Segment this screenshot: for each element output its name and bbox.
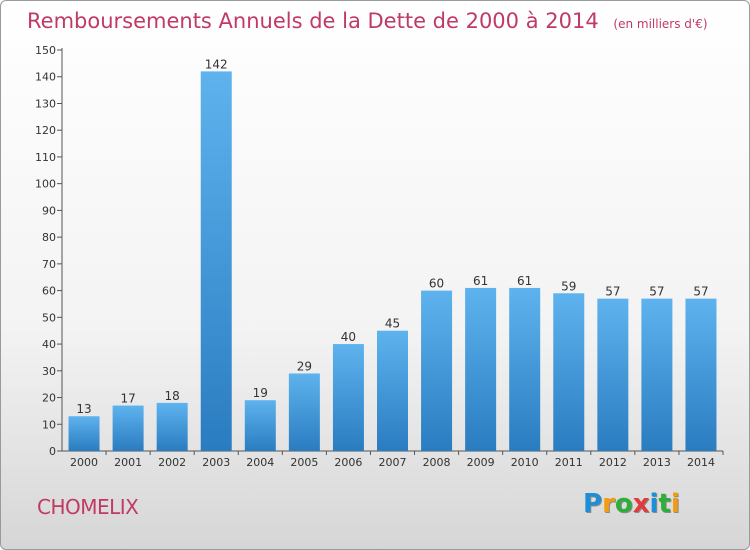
bar-2011 [553, 293, 585, 451]
x-tick-label-2003: 2003 [202, 456, 230, 469]
y-tick-label: 110 [35, 151, 56, 164]
x-tick-label-2006: 2006 [334, 456, 362, 469]
logo-letter: t [658, 489, 671, 519]
y-tick-label: 10 [42, 418, 56, 431]
data-label-2010: 61 [517, 274, 532, 288]
bar-2003 [200, 71, 232, 452]
axes: 0 10 20 30 40 50 60 70 80 90 100 110 120 130 140 150 200… [35, 44, 724, 469]
data-label-2004: 19 [253, 386, 268, 400]
chart-title-text: Remboursements Annuels de la Dette de 20… [27, 9, 599, 33]
y-tick-label: 20 [42, 392, 56, 405]
data-label-2011: 59 [561, 279, 576, 293]
bar-2002 [156, 402, 188, 451]
logo-letter: x [632, 489, 650, 519]
bar-2008 [421, 290, 453, 451]
x-tick-label-2004: 2004 [246, 456, 274, 469]
logo-letter: i [649, 489, 659, 519]
y-tick-label: 120 [35, 124, 56, 137]
chart-title: Remboursements Annuels de la Dette de 20… [27, 9, 708, 33]
bar-2013 [641, 298, 673, 451]
bar-2009 [465, 287, 497, 451]
y-tick-label: 90 [42, 204, 56, 217]
y-tick-label: 0 [49, 445, 56, 458]
y-tick-label: 30 [42, 365, 56, 378]
y-tick-label: 100 [35, 178, 56, 191]
x-tick-label-2001: 2001 [114, 456, 142, 469]
y-tick-label: 40 [42, 338, 56, 351]
bar-2014 [685, 298, 717, 451]
x-tick-label-2007: 2007 [379, 456, 407, 469]
x-tick-label-2010: 2010 [511, 456, 539, 469]
x-tick-label-2002: 2002 [158, 456, 186, 469]
x-tick-label-2012: 2012 [599, 456, 627, 469]
x-tick-label-2013: 2013 [643, 456, 671, 469]
bar-2006 [332, 344, 364, 451]
y-tick-label: 50 [42, 311, 56, 324]
data-label-2009: 61 [473, 274, 488, 288]
y-tick-label: 140 [35, 71, 56, 84]
bars [68, 71, 717, 452]
y-tick-label: 130 [35, 97, 56, 110]
bar-2001 [112, 405, 144, 451]
bar-2010 [509, 287, 541, 451]
x-tick-label-2014: 2014 [687, 456, 715, 469]
bar-2012 [597, 298, 629, 451]
logo-letter: i [670, 489, 680, 519]
bar-2007 [377, 330, 408, 451]
bar-2000 [68, 416, 100, 451]
logo-letter: r [602, 489, 615, 519]
bar-2004 [244, 400, 276, 451]
x-tick-label-2011: 2011 [555, 456, 583, 469]
chart-subtitle: (en milliers d'€) [613, 17, 708, 31]
bar-2005 [288, 373, 320, 451]
data-label-2007: 45 [385, 317, 400, 331]
data-label-2005: 29 [297, 359, 312, 373]
data-labels: 13 17 18 142 19 29 40 45 60 61 61 59 57 57 57 [76, 57, 708, 416]
commune-name: CHOMELIX [37, 495, 139, 519]
data-label-2000: 13 [76, 402, 91, 416]
x-tick-label-2009: 2009 [467, 456, 495, 469]
data-label-2003: 142 [205, 57, 228, 71]
data-label-2002: 18 [165, 389, 180, 403]
x-tick-label-2000: 2000 [70, 456, 98, 469]
data-label-2013: 57 [649, 285, 664, 299]
y-tick-label: 70 [42, 258, 56, 271]
y-tick-label: 150 [35, 44, 56, 57]
x-tick-label-2008: 2008 [423, 456, 451, 469]
logo-letter: o [614, 489, 633, 519]
data-label-2001: 17 [120, 392, 135, 406]
logo-letter: P [583, 489, 603, 519]
data-label-2008: 60 [429, 277, 444, 291]
data-label-2012: 57 [605, 285, 620, 299]
y-tick-label: 80 [42, 231, 56, 244]
x-tick-label-2005: 2005 [290, 456, 318, 469]
y-tick-label: 60 [42, 285, 56, 298]
data-label-2006: 40 [341, 330, 356, 344]
proxiti-logo: Proxiti [583, 489, 680, 519]
data-label-2014: 57 [693, 285, 708, 299]
